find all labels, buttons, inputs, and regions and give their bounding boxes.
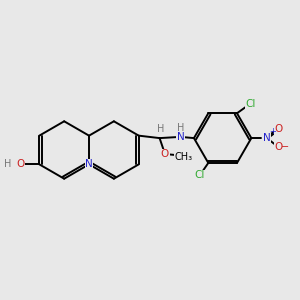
Text: O: O [274, 124, 283, 134]
Text: H: H [178, 123, 185, 133]
Text: O: O [161, 149, 169, 159]
Text: +: + [269, 127, 276, 136]
Text: H: H [157, 124, 164, 134]
Text: −: − [280, 142, 289, 152]
Text: O: O [274, 142, 283, 152]
Text: O: O [16, 159, 24, 170]
Text: N: N [85, 159, 93, 170]
Text: N: N [263, 133, 271, 143]
Text: N: N [177, 132, 184, 142]
Text: CH₃: CH₃ [174, 152, 193, 161]
Text: Cl: Cl [194, 170, 204, 180]
Text: Cl: Cl [245, 99, 256, 109]
Text: H: H [4, 159, 11, 169]
